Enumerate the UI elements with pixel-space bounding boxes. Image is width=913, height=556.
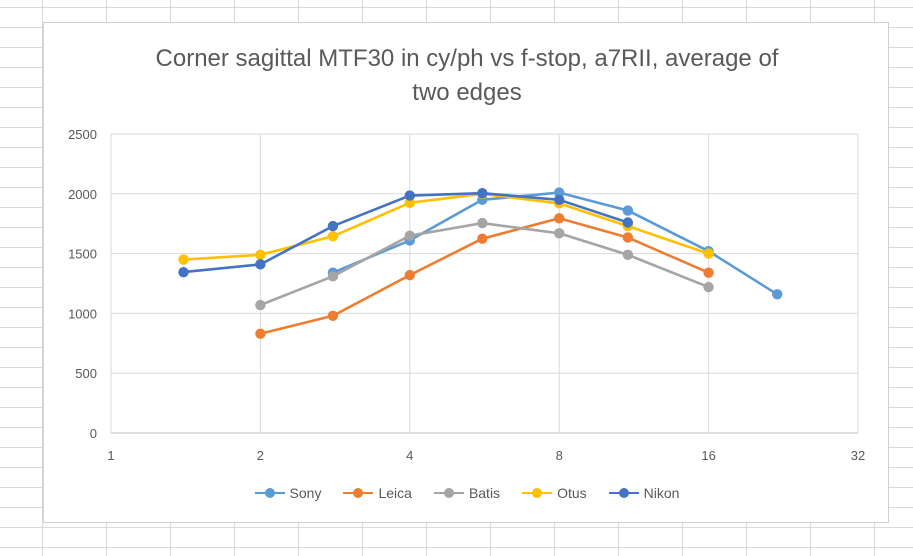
y-tick-label: 2000 — [68, 187, 97, 202]
chart-area[interactable]: Corner sagittal MTF30 in cy/ph vs f-stop… — [43, 22, 889, 523]
series-line-otus — [183, 192, 710, 261]
data-point-nikon — [327, 220, 339, 232]
data-point-batis — [255, 299, 266, 311]
data-point-leica — [703, 267, 714, 278]
legend-label: Otus — [557, 485, 587, 501]
data-point-nikon — [255, 259, 266, 270]
x-tick-label: 4 — [406, 448, 413, 463]
data-point-nikon — [404, 190, 415, 201]
x-tick-label: 1 — [107, 448, 114, 463]
x-tick-label: 32 — [851, 448, 865, 463]
legend-item-batis: Batis — [433, 485, 501, 501]
legend-item-nikon: Nikon — [608, 485, 680, 501]
legend-swatch-marker — [532, 488, 543, 498]
data-point-nikon — [477, 188, 488, 199]
data-point-leica — [477, 233, 488, 244]
data-point-batis — [703, 281, 714, 293]
data-point-nikon — [178, 266, 189, 278]
data-point-batis — [404, 230, 415, 241]
legend-label: Leica — [378, 485, 412, 501]
data-point-batis — [622, 249, 634, 260]
legend-swatch — [343, 488, 374, 498]
data-point-otus — [255, 249, 266, 260]
legend-swatch — [522, 488, 553, 498]
data-point-leica — [327, 310, 339, 321]
chart-legend: Sony Leica Batis Otus Nikon — [44, 485, 890, 501]
data-point-leica — [554, 213, 565, 224]
legend-label: Batis — [468, 485, 501, 501]
legend-item-sony: Sony — [254, 485, 322, 501]
chart-title: Corner sagittal MTF30 in cy/ph vs f-stop… — [44, 42, 890, 110]
data-point-otus — [327, 231, 339, 242]
y-tick-label: 1000 — [68, 306, 97, 321]
data-point-batis — [477, 217, 488, 229]
legend-item-leica: Leica — [343, 485, 412, 501]
x-tick-label: 8 — [556, 448, 563, 463]
legend-swatch-marker — [618, 488, 629, 498]
data-point-otus — [178, 254, 189, 265]
data-point-leica — [404, 269, 415, 281]
data-point-sony — [772, 289, 783, 300]
legend-label: Sony — [289, 485, 322, 501]
data-point-batis — [554, 228, 565, 239]
plot-svg: 0 500 1000 1500 2000 2500 1 2 4 8 16 32 — [68, 127, 865, 463]
y-tick-label: 0 — [90, 426, 97, 441]
data-point-batis — [327, 271, 339, 282]
y-tick-label: 2500 — [68, 127, 97, 142]
y-tick-label: 1500 — [68, 247, 97, 262]
legend-swatch-marker — [353, 488, 364, 498]
legend-swatch — [254, 488, 285, 498]
legend-label: Nikon — [643, 485, 680, 501]
data-point-sony — [622, 205, 634, 216]
legend-swatch — [433, 488, 464, 498]
legend-swatch-marker — [264, 488, 275, 498]
data-point-leica — [255, 328, 266, 339]
data-point-sony — [554, 187, 565, 198]
x-tick-label: 2 — [257, 448, 264, 463]
data-point-leica — [622, 232, 634, 243]
data-point-nikon — [554, 194, 565, 205]
data-point-otus — [703, 248, 714, 259]
legend-item-otus: Otus — [522, 485, 587, 501]
legend-swatch — [608, 488, 639, 498]
y-tick-label: 500 — [75, 366, 97, 381]
data-point-otus — [404, 197, 415, 208]
data-point-nikon — [622, 217, 634, 228]
chart-title-line-2: two edges — [412, 79, 522, 106]
x-tick-label: 16 — [701, 448, 715, 463]
legend-swatch-marker — [443, 488, 454, 498]
chart-title-line-1: Corner sagittal MTF30 in cy/ph vs f-stop… — [155, 45, 779, 72]
